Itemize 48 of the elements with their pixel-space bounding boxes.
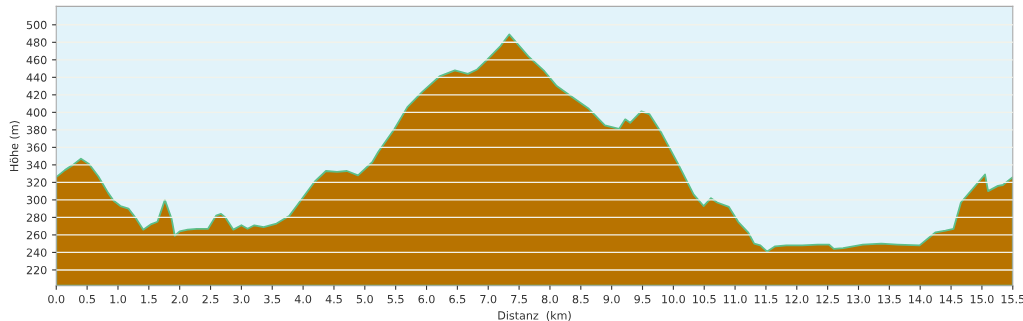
x-tick-label: 15.0	[970, 294, 994, 304]
x-tick-label: 13.5	[878, 294, 901, 304]
x-tick-label: 0.5	[79, 294, 95, 304]
x-tick-label: 1.5	[141, 295, 157, 304]
y-tick-label: 360	[26, 143, 47, 152]
x-tick-label: 2.5	[202, 294, 219, 304]
x-tick-label: 5.0	[356, 294, 373, 304]
x-tick-label: 9.5	[634, 294, 651, 304]
y-tick-label: 480	[26, 38, 47, 47]
y-tick-label: 260	[26, 230, 47, 240]
y-tick-label: 220	[26, 265, 47, 275]
y-tick-label: 440	[26, 73, 47, 82]
x-tick-label: 12.5	[816, 294, 840, 304]
y-tick-label: 500	[26, 20, 47, 30]
x-tick-label: 0.0	[48, 294, 65, 304]
x-tick-label: 9.0	[603, 294, 620, 304]
y-tick-label: 280	[26, 213, 47, 222]
y-tick-label: 400	[26, 108, 47, 117]
x-tick-label: 1.0	[110, 294, 127, 304]
y-tick-label: 320	[26, 178, 47, 187]
x-tick-label: 7.0	[480, 294, 497, 304]
x-tick-label: 7.5	[511, 295, 527, 304]
x-tick-label: 4.0	[294, 294, 312, 304]
x-tick-label: 10.0	[662, 294, 685, 304]
y-tick-label: 340	[26, 160, 47, 170]
x-axis-title: Distanz (km)	[498, 311, 571, 321]
x-tick-label: 11.5	[754, 295, 778, 304]
x-tick-label: 3.5	[264, 294, 281, 304]
x-tick-label: 4.5	[325, 295, 342, 304]
y-axis-title: Höhe (m)	[9, 120, 20, 171]
x-tick-label: 8.5	[572, 294, 589, 304]
y-tick-label: 460	[26, 55, 47, 65]
y-tick-label: 420	[26, 90, 47, 100]
y-tick-label: 240	[26, 248, 47, 257]
x-tick-label: 11.0	[723, 294, 747, 304]
y-tick-label: 380	[26, 125, 47, 135]
x-tick-label: 10.5	[693, 294, 716, 304]
x-tick-label: 13.0	[847, 294, 871, 304]
x-tick-label: 6.5	[449, 294, 466, 304]
x-tick-label: 8.0	[541, 294, 559, 304]
x-tick-label: 2.0	[171, 294, 188, 304]
x-tick-label: 5.5	[387, 295, 404, 304]
y-tick-label: 300	[26, 195, 47, 205]
x-tick-label: 3.0	[233, 294, 250, 304]
x-tick-label: 14.5	[939, 295, 963, 304]
x-tick-label: 12.0	[785, 294, 809, 304]
x-tick-label: 6.0	[418, 294, 435, 304]
x-tick-label: 14.0	[909, 294, 932, 304]
